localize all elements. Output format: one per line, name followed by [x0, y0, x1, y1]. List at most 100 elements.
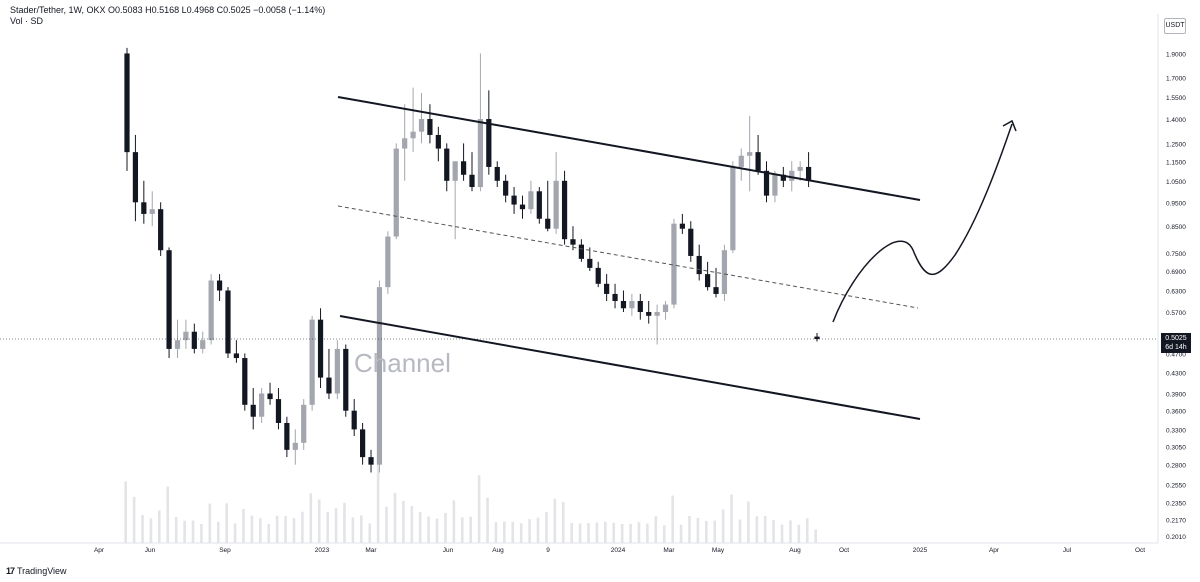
candle[interactable] — [629, 293, 635, 316]
candle[interactable] — [545, 180, 551, 232]
candle[interactable] — [797, 161, 803, 181]
candle[interactable] — [662, 300, 669, 320]
candle[interactable] — [747, 115, 753, 192]
candle[interactable] — [343, 344, 349, 417]
candle[interactable] — [317, 308, 324, 389]
currency-badge[interactable]: USDT — [1164, 18, 1186, 34]
candle[interactable] — [166, 247, 172, 359]
candle[interactable] — [200, 331, 206, 354]
candle[interactable] — [301, 399, 307, 450]
candle[interactable] — [149, 191, 155, 227]
candle[interactable] — [259, 388, 265, 423]
candle[interactable] — [503, 174, 509, 203]
candle[interactable] — [721, 244, 728, 301]
candle[interactable] — [578, 239, 584, 262]
channel-lower-line[interactable] — [339, 315, 921, 420]
candle-body — [166, 250, 172, 349]
candle[interactable] — [242, 353, 248, 411]
candle[interactable] — [561, 170, 568, 245]
candle[interactable] — [376, 280, 383, 473]
candle[interactable] — [730, 161, 736, 254]
price-axis[interactable]: 1.9000 1.7000 1.5500 1.4000 1.2500 1.1500 1.05… — [1166, 51, 1186, 540]
candle[interactable] — [284, 416, 290, 458]
candle[interactable] — [334, 340, 340, 400]
candle[interactable] — [595, 261, 601, 288]
candle[interactable] — [191, 323, 197, 354]
candle[interactable] — [688, 221, 694, 262]
candle[interactable] — [763, 161, 770, 203]
candle[interactable] — [460, 143, 467, 181]
candle[interactable] — [604, 274, 610, 301]
bar-countdown: 6d 14h — [1165, 344, 1187, 351]
candle[interactable] — [780, 166, 786, 188]
candle[interactable] — [587, 247, 593, 271]
candle[interactable] — [393, 143, 399, 240]
candle[interactable] — [570, 226, 576, 251]
candle[interactable] — [418, 93, 425, 144]
candle[interactable] — [309, 315, 315, 411]
candle[interactable] — [132, 134, 139, 222]
candle[interactable] — [368, 449, 374, 473]
y-tick-label: 0.4700 — [1166, 351, 1186, 358]
candle[interactable] — [772, 170, 778, 203]
candle[interactable] — [713, 267, 719, 298]
candle[interactable] — [494, 161, 500, 188]
candle[interactable] — [637, 293, 643, 320]
candle[interactable] — [738, 148, 744, 181]
candle[interactable] — [435, 126, 441, 162]
y-tick-label: 0.6900 — [1166, 269, 1186, 276]
time-axis[interactable]: Apr Jun Sep 2023 Mar Jun Aug 9 2024 Mar May Aug Oct 2… — [94, 547, 1145, 554]
candle-body — [444, 148, 450, 181]
candle[interactable] — [679, 213, 685, 234]
volume-bar — [587, 523, 590, 543]
candle[interactable] — [225, 287, 231, 359]
y-tick-label: 1.9000 — [1166, 51, 1186, 58]
candle[interactable] — [267, 382, 273, 405]
candle[interactable] — [385, 231, 391, 294]
candle[interactable] — [158, 202, 164, 256]
candle[interactable] — [755, 134, 761, 175]
candle[interactable] — [216, 274, 223, 301]
candle[interactable] — [528, 180, 534, 214]
candle[interactable] — [326, 348, 332, 400]
candle[interactable] — [141, 180, 147, 224]
candle[interactable] — [360, 422, 366, 465]
candle[interactable] — [208, 274, 214, 345]
candle[interactable] — [410, 87, 416, 153]
candle[interactable] — [444, 143, 450, 192]
candle[interactable] — [646, 300, 652, 324]
tradingview-brand[interactable]: 17 TradingView — [6, 566, 67, 576]
candle[interactable] — [233, 340, 239, 363]
candle[interactable] — [124, 47, 130, 171]
candle[interactable] — [696, 244, 702, 281]
candle[interactable] — [183, 319, 189, 349]
candle[interactable] — [486, 90, 492, 175]
candle[interactable] — [452, 161, 458, 240]
candle[interactable] — [469, 152, 475, 192]
volume-bar — [528, 519, 531, 543]
candle[interactable] — [612, 283, 618, 309]
candle[interactable] — [275, 388, 282, 430]
candle[interactable] — [671, 218, 677, 309]
candle[interactable] — [402, 104, 408, 181]
candle[interactable] — [814, 333, 820, 342]
y-tick-label: 0.5700 — [1166, 310, 1186, 317]
channel-upper-line[interactable] — [337, 96, 921, 201]
candle[interactable] — [620, 290, 627, 313]
projection-arrow-path[interactable] — [832, 123, 1013, 323]
candle[interactable] — [789, 161, 795, 192]
candle[interactable] — [553, 152, 559, 234]
candle[interactable] — [519, 195, 526, 219]
candle[interactable] — [705, 261, 711, 291]
candle[interactable] — [654, 304, 660, 345]
candle[interactable] — [511, 187, 517, 214]
candle[interactable] — [536, 187, 542, 224]
candle[interactable] — [250, 388, 256, 430]
candle[interactable] — [427, 104, 433, 144]
candle[interactable] — [351, 399, 357, 436]
channel-middle-line[interactable] — [337, 205, 919, 309]
candle[interactable] — [292, 429, 298, 465]
volume-bar — [368, 523, 372, 543]
